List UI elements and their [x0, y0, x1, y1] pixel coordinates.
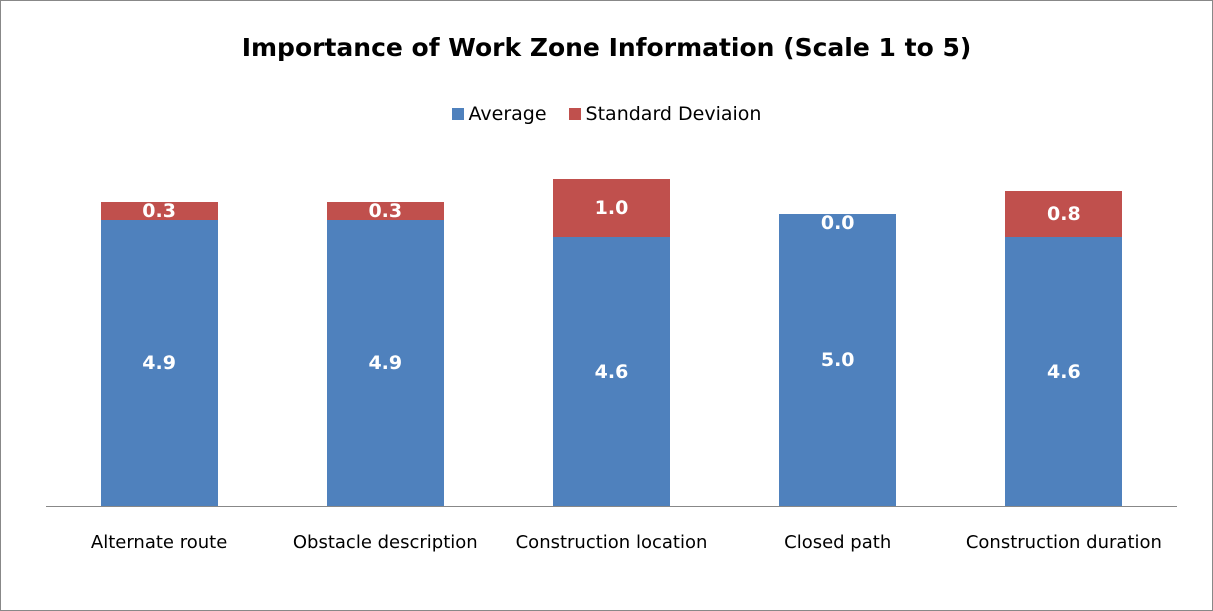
data-label: 0.3	[368, 200, 403, 223]
chart-title: Importance of Work Zone Information (Sca…	[241, 33, 972, 62]
data-label: 0.3	[142, 200, 176, 223]
x-tick-label: Construction duration	[965, 532, 1162, 553]
data-label: 4.9	[142, 351, 176, 374]
data-label: 1.0	[594, 197, 629, 220]
legend-swatch	[451, 108, 464, 120]
bar-segment	[1005, 237, 1123, 506]
x-tick-label: Obstacle description	[292, 532, 478, 553]
bar-segment	[553, 237, 670, 506]
x-tick-label: Closed path	[784, 532, 892, 553]
legend-item: Standard Deviaion	[568, 103, 762, 125]
x-tick-label: Construction location	[515, 532, 708, 553]
data-label: 4.9	[368, 351, 403, 374]
legend-label: Average	[468, 103, 547, 125]
data-label: 5.0	[820, 349, 855, 372]
bar-segment	[553, 179, 670, 238]
data-label: 0.0	[820, 212, 855, 235]
legend: Average Standard Deviaion	[1, 103, 1212, 125]
bar-segment	[100, 202, 218, 220]
x-tick-label: Alternate route	[90, 532, 228, 553]
bar-segment	[779, 214, 897, 506]
data-label: 4.6	[1047, 360, 1081, 383]
data-label: 4.6	[594, 360, 629, 383]
legend-label: Standard Deviaion	[585, 103, 762, 125]
bar-segment	[326, 219, 444, 506]
legend-item: Average	[451, 103, 547, 125]
bar-segment	[326, 202, 444, 220]
x-axis	[46, 506, 1177, 507]
data-label: 0.8	[1047, 203, 1081, 226]
bar-segment	[1005, 190, 1123, 238]
legend-swatch	[568, 108, 581, 120]
bar-segment	[100, 219, 218, 506]
